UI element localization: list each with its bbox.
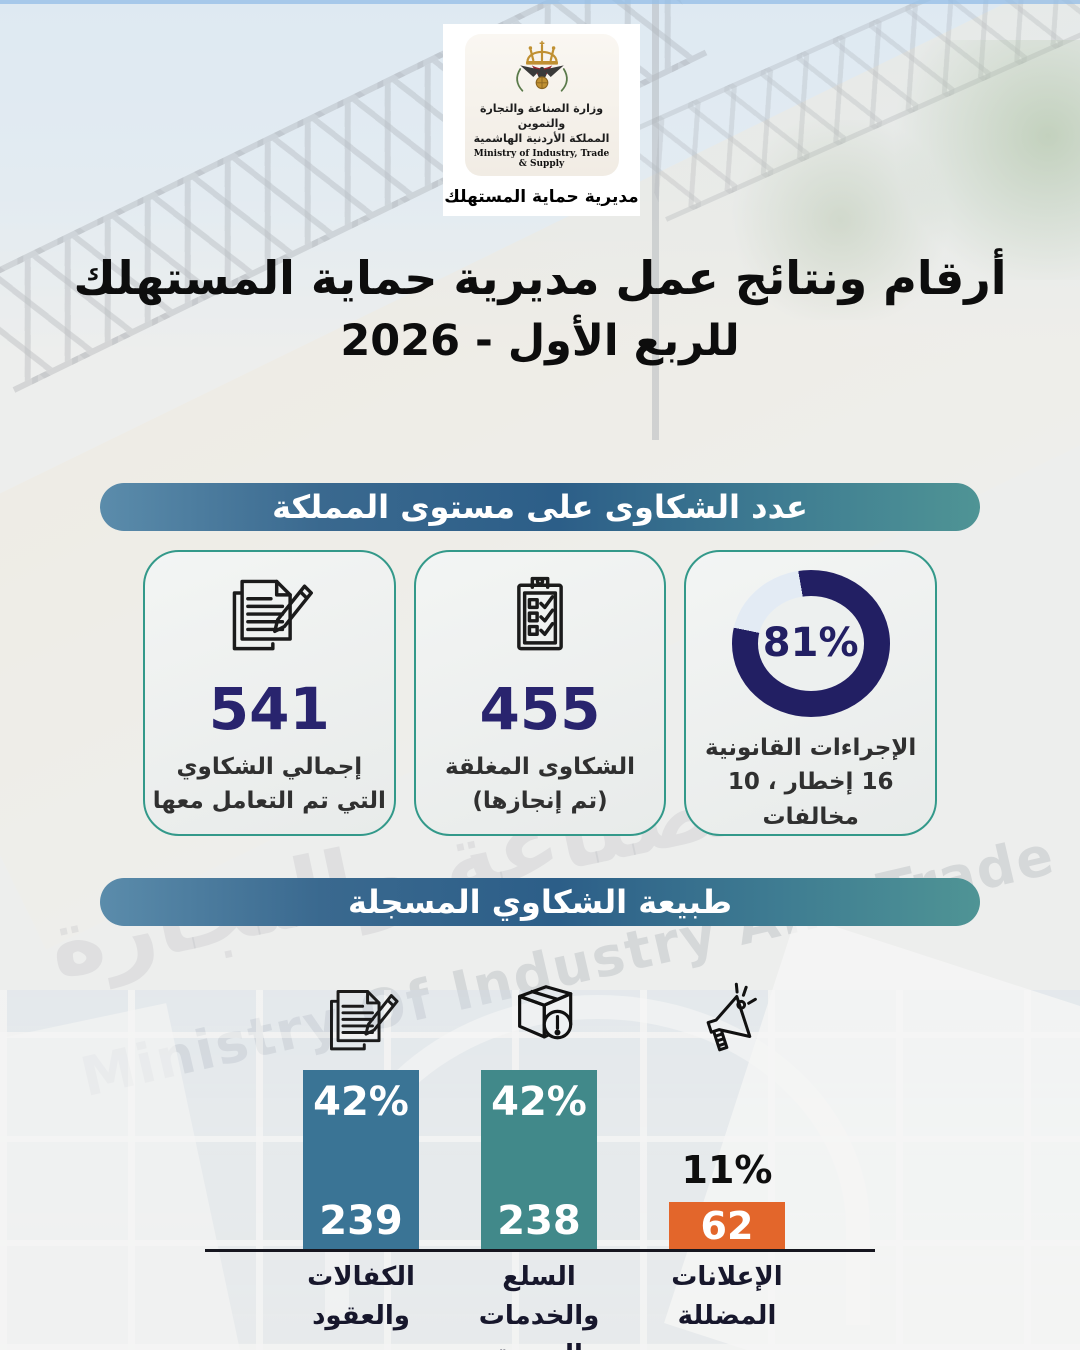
stat-label: الشكاوى المغلقة (تم إنجازها) bbox=[444, 753, 636, 815]
card-total-complaints: 541 إجمالي الشكاوي التي تم التعامل معها bbox=[143, 550, 396, 836]
flag-pole bbox=[652, 0, 659, 440]
clipboard-checklist-icon bbox=[492, 568, 588, 664]
bar-category-label: الكفالات والعقود bbox=[307, 1262, 415, 1331]
page-title-line2: للربع الأول - 2026 bbox=[340, 316, 740, 367]
page-title-line1: أرقام ونتائج عمل مديرية حماية المستهلك bbox=[73, 251, 1007, 305]
stat-label: إجمالي الشكاوي التي تم التعامل معها bbox=[152, 753, 386, 815]
card-legal-actions: 81% الإجراءات القانونية 16 إخطار ، 10 مخ… bbox=[684, 550, 938, 836]
ministry-name-english: Ministry of Industry, Trade & Supply bbox=[473, 148, 610, 169]
package-warning-icon bbox=[481, 972, 597, 1058]
chart-baseline bbox=[205, 1249, 875, 1252]
section-header-complaints-count: عدد الشكاوى على مستوى المملكة bbox=[100, 483, 980, 531]
bar-percent-label: 42% bbox=[313, 1079, 409, 1125]
kingdom-name-arabic: المملكة الأردنية الهاشمية bbox=[473, 131, 610, 145]
legal-actions-donut: 81% bbox=[731, 570, 890, 717]
bar-value-label: 238 bbox=[497, 1198, 581, 1244]
ministry-logo-card: وزارة الصناعة والتجارة والتموين المملكة … bbox=[464, 34, 619, 176]
documents-pencil-icon bbox=[221, 568, 317, 664]
bar-category-label: السلع والخدمات المعيبة bbox=[478, 1262, 600, 1350]
card-closed-complaints: 455 الشكاوى المغلقة (تم إنجازها) bbox=[413, 550, 667, 836]
palm-tree bbox=[880, 40, 1080, 280]
bar-percent-label: 11% bbox=[681, 1148, 773, 1192]
bar-value-label: 62 bbox=[700, 1203, 754, 1248]
bar-category-label: الإعلانات المضللة bbox=[671, 1262, 783, 1331]
directorate-name: مديرية حماية المستهلك bbox=[444, 186, 639, 207]
documents-pencil-icon bbox=[303, 976, 419, 1062]
bar-misleading-ads: 62 bbox=[669, 1202, 785, 1249]
stat-value: 455 bbox=[479, 675, 601, 743]
donut-percent-label: 81% bbox=[762, 620, 859, 667]
bar-defective-goods-services: 42% 238 bbox=[481, 1070, 597, 1249]
stat-value: 541 bbox=[208, 675, 330, 743]
ministry-logo-block: وزارة الصناعة والتجارة والتموين المملكة … bbox=[443, 24, 640, 216]
stat-label: الإجراءات القانونية 16 إخطار ، 10 مخالفا… bbox=[705, 734, 917, 830]
top-blue-line bbox=[0, 0, 1080, 4]
jordan-coat-of-arms-icon bbox=[515, 40, 568, 92]
bar-percent-label: 42% bbox=[491, 1079, 587, 1125]
bar-value-label: 239 bbox=[319, 1198, 403, 1244]
donut-center: 81% bbox=[757, 596, 864, 691]
stat-cards-row: 541 إجمالي الشكاوي التي تم التعامل معها bbox=[143, 550, 938, 836]
ministry-name-arabic: وزارة الصناعة والتجارة والتموين bbox=[479, 102, 604, 130]
bar-warranties-contracts: 42% 239 bbox=[303, 1070, 419, 1249]
page-title: أرقام ونتائج عمل مديرية حماية المستهلك ل… bbox=[0, 246, 1080, 373]
megaphone-icon bbox=[669, 978, 785, 1064]
section-header-complaint-types: طبيعة الشكاوي المسجلة bbox=[100, 878, 980, 926]
palm-tree bbox=[720, 120, 960, 320]
